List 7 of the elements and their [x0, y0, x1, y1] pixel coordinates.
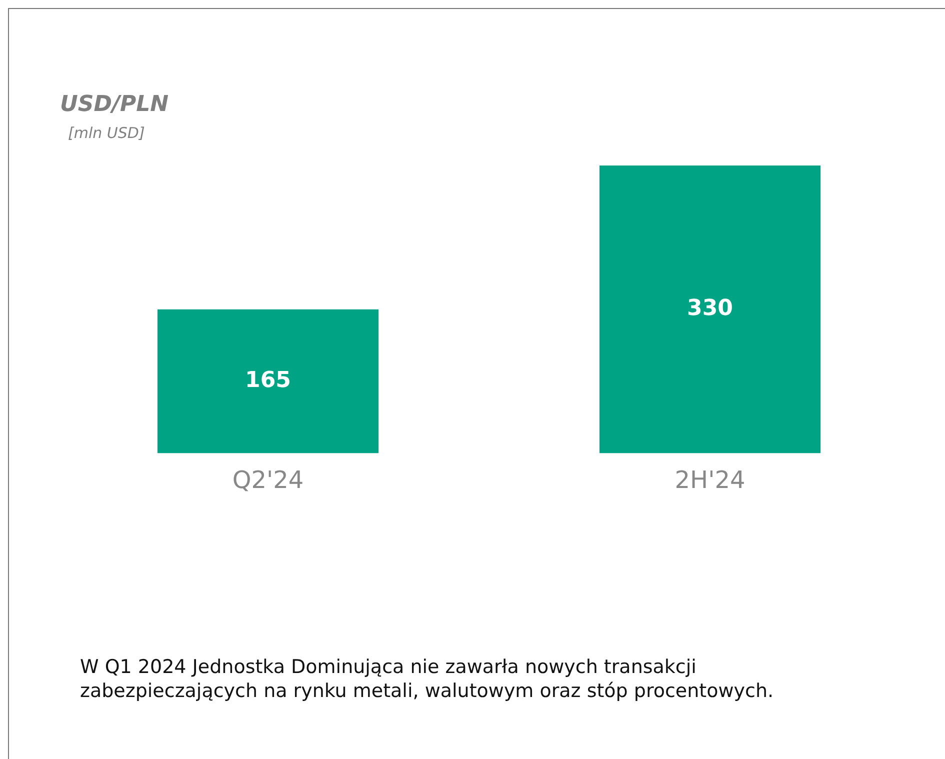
text: W Q1 2024 Jednostka Dominująca nie zawarła nowych transakcji zabezpieczających na rynku metali, walutowym oraz stóp procentowych. — [80, 655, 775, 703]
data-label: 165 — [245, 368, 291, 393]
x-tick-label: 2H'24 — [674, 466, 746, 494]
x-tick-label: Q2'24 — [232, 466, 304, 494]
data-label: 330 — [687, 296, 733, 322]
chart-title: USD/PLN — [60, 92, 169, 117]
chart-subtitle: [mln USD] — [68, 124, 145, 142]
